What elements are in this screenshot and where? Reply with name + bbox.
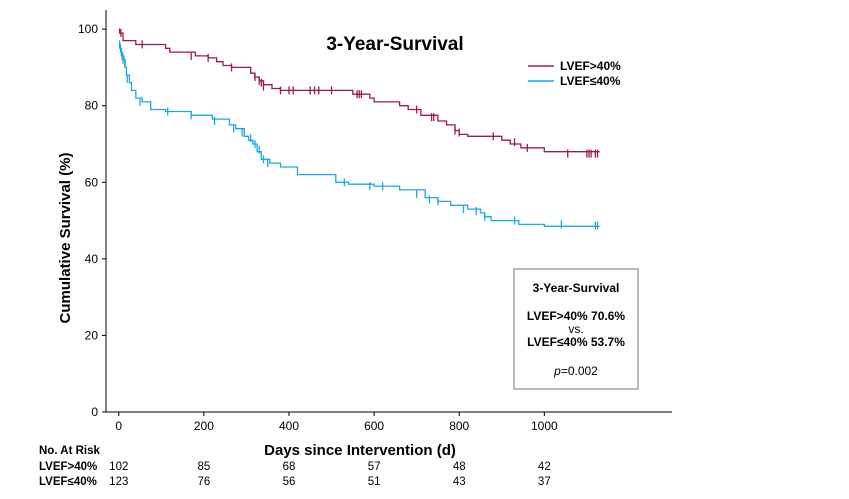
risk-value: 51: [368, 476, 381, 488]
y-tick-label: 0: [91, 405, 98, 419]
annotation-line3: LVEF≤40% 53.7%: [527, 335, 625, 349]
y-tick-label: 40: [85, 252, 99, 266]
risk-value: 57: [368, 461, 381, 473]
x-tick-label: 0: [115, 419, 122, 433]
risk-table: No. At Risk LVEF>40% LVEF≤40% 102 85 68 57 4…: [39, 445, 551, 488]
risk-value: 76: [197, 476, 210, 488]
p-value: =0.002: [561, 364, 598, 378]
risk-value: 85: [197, 461, 210, 473]
y-axis-title: Cumulative Survival (%): [57, 153, 74, 324]
risk-value: 42: [538, 461, 551, 473]
risk-value: 68: [283, 461, 296, 473]
risk-value: 43: [453, 476, 466, 488]
x-tick-label: 800: [449, 419, 469, 433]
series-layer: [118, 28, 600, 230]
x-tick-label: 200: [194, 419, 214, 433]
risk-value: 56: [283, 476, 296, 488]
annotation-line2: vs.: [568, 322, 583, 336]
x-tick-label: 1000: [531, 419, 558, 433]
risk-table-header: No. At Risk: [39, 445, 101, 457]
survival-annotation-box: 3-Year-Survival LVEF>40% 70.6% vs. LVEF≤…: [513, 268, 639, 390]
legend-label-lvef-high: LVEF>40%: [560, 59, 621, 73]
chart-title: 3-Year-Survival: [326, 34, 463, 55]
annotation-line1: LVEF>40% 70.6%: [527, 309, 625, 323]
risk-row-label-lvef-high: LVEF>40%: [39, 461, 97, 473]
risk-value: 37: [538, 476, 551, 488]
risk-value: 48: [453, 461, 466, 473]
annotation-frame: [513, 268, 639, 390]
risk-values: 102 85 68 57 48 42 123 76 56 51 43 37: [109, 461, 551, 488]
x-tick-label: 400: [279, 419, 299, 433]
legend: LVEF>40% LVEF≤40%: [528, 59, 621, 88]
x-axis-title: Days since Intervention (d): [264, 442, 456, 459]
x-tick-label: 600: [364, 419, 384, 433]
risk-row-label-lvef-low: LVEF≤40%: [39, 476, 97, 488]
y-tick-label: 60: [85, 175, 99, 189]
y-tick-label: 80: [85, 99, 99, 113]
risk-value: 123: [109, 476, 128, 488]
y-tick-label: 20: [85, 328, 99, 342]
p-symbol: p: [553, 364, 561, 378]
annotation-pvalue: p=0.002: [553, 364, 598, 378]
y-tick-label: 100: [78, 22, 98, 36]
survival-curve-lvef-low: [118, 43, 600, 227]
legend-label-lvef-low: LVEF≤40%: [560, 74, 621, 88]
risk-value: 102: [109, 461, 128, 473]
annotation-heading: 3-Year-Survival: [533, 281, 620, 295]
